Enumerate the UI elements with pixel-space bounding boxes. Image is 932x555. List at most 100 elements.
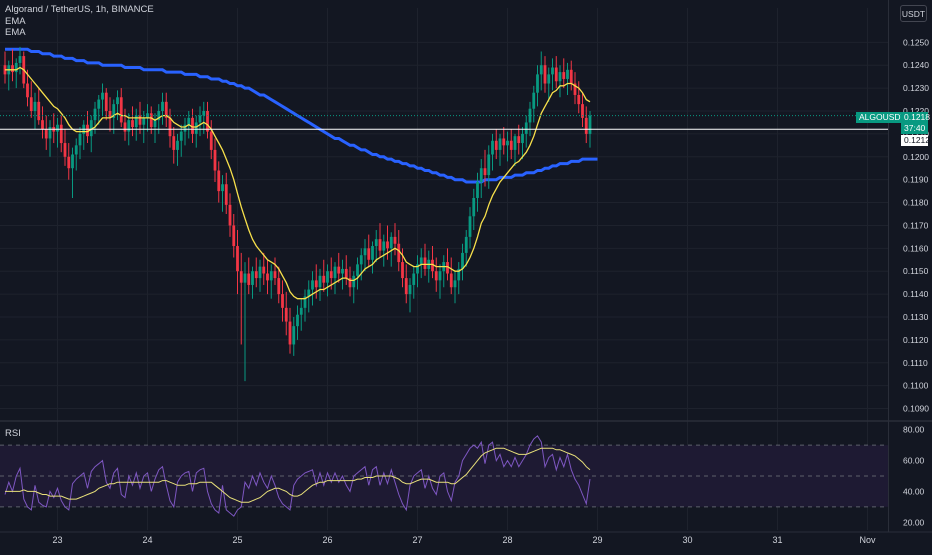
candle xyxy=(416,255,419,288)
symbol-title[interactable]: Algorand / TetherUS, 1h, BINANCE xyxy=(5,4,154,15)
candle xyxy=(329,257,333,290)
candle xyxy=(56,117,59,148)
candle xyxy=(513,133,517,166)
candle-body xyxy=(247,273,251,285)
candle-body xyxy=(367,248,371,260)
candle-body xyxy=(179,131,183,141)
candle xyxy=(172,127,176,164)
candle xyxy=(494,129,498,160)
rsi-tick-label: 80.00 xyxy=(903,425,925,435)
candle-body xyxy=(539,65,543,75)
candle xyxy=(487,145,491,189)
candle xyxy=(119,88,123,128)
y-tick-label: 0.1110 xyxy=(903,358,928,368)
candle xyxy=(18,46,22,75)
candle xyxy=(108,97,112,132)
candle-body xyxy=(164,101,168,118)
candle-body xyxy=(97,99,101,109)
candle-body xyxy=(382,241,386,251)
candle xyxy=(112,99,116,134)
candle xyxy=(562,58,566,89)
candle xyxy=(584,106,588,144)
candle-body xyxy=(341,268,344,274)
candle-body xyxy=(318,275,322,288)
x-tick-label: 26 xyxy=(322,535,332,545)
candle xyxy=(82,120,86,150)
x-tick-label: 27 xyxy=(412,535,422,545)
candle xyxy=(26,69,29,107)
candle-body xyxy=(142,117,146,125)
candle xyxy=(311,271,314,306)
chart-legend: Algorand / TetherUS, 1h, BINANCE EMA EMA xyxy=(5,4,154,39)
y-tick-label: 0.1160 xyxy=(903,243,929,253)
y-tick-label: 0.1150 xyxy=(903,266,929,276)
candle-body xyxy=(476,181,479,198)
candle xyxy=(344,255,348,285)
candle xyxy=(468,207,472,249)
candle xyxy=(232,214,236,258)
candle xyxy=(71,147,74,198)
candle xyxy=(322,259,326,292)
candle xyxy=(461,243,464,281)
candle xyxy=(191,108,194,144)
candle-body xyxy=(296,314,299,327)
candle-body xyxy=(303,296,307,308)
candle-body xyxy=(59,124,63,144)
rsi-tick-label: 40.00 xyxy=(903,486,925,496)
candle-body xyxy=(112,104,116,118)
candle xyxy=(176,133,179,166)
candle xyxy=(74,138,78,171)
currency-button[interactable]: USDT xyxy=(900,5,927,22)
candle-body xyxy=(337,266,341,274)
candle xyxy=(532,85,536,123)
candle xyxy=(236,230,239,295)
candle xyxy=(206,101,209,139)
candle xyxy=(131,106,134,137)
y-tick-label: 0.1230 xyxy=(903,83,929,93)
candle xyxy=(258,259,262,292)
candle-body xyxy=(517,136,521,144)
candle-body xyxy=(228,204,232,226)
candle xyxy=(453,271,457,304)
y-tick-label: 0.1240 xyxy=(903,60,929,70)
candle xyxy=(29,81,33,118)
candle xyxy=(202,101,206,134)
candle xyxy=(547,67,551,102)
candle-body xyxy=(378,239,382,251)
rsi-legend[interactable]: RSI xyxy=(5,428,21,439)
y-tick-label: 0.1190 xyxy=(903,175,929,185)
rsi-line xyxy=(4,435,591,517)
candle xyxy=(554,56,558,89)
candle-body xyxy=(213,149,217,171)
symbol-price-tag: ALGOUSDT xyxy=(856,112,906,123)
x-tick-label: 25 xyxy=(232,535,242,545)
candle-body xyxy=(502,138,506,146)
candle xyxy=(431,246,434,279)
candle xyxy=(509,129,513,160)
candle-body xyxy=(153,120,157,128)
x-tick-label: 29 xyxy=(592,535,602,545)
candle-body xyxy=(359,255,363,265)
candle-body xyxy=(209,131,213,150)
candle-body xyxy=(408,284,412,295)
candle-body xyxy=(487,154,491,176)
candle-body xyxy=(389,236,393,249)
candle-body xyxy=(562,72,566,79)
candle-body xyxy=(63,143,67,157)
candle-body xyxy=(183,124,187,132)
candle-body xyxy=(217,170,221,192)
ema-legend-1[interactable]: EMA xyxy=(5,15,26,27)
candle xyxy=(86,111,89,144)
candle xyxy=(161,92,164,125)
candle-body xyxy=(26,83,29,98)
rsi-ma-line xyxy=(5,447,591,503)
candle-body xyxy=(363,248,367,256)
candle xyxy=(404,264,408,304)
candle xyxy=(528,101,532,137)
candle-body xyxy=(558,72,562,82)
candle xyxy=(337,252,341,283)
candle xyxy=(539,51,543,91)
ema-legend-2[interactable]: EMA xyxy=(5,27,26,38)
